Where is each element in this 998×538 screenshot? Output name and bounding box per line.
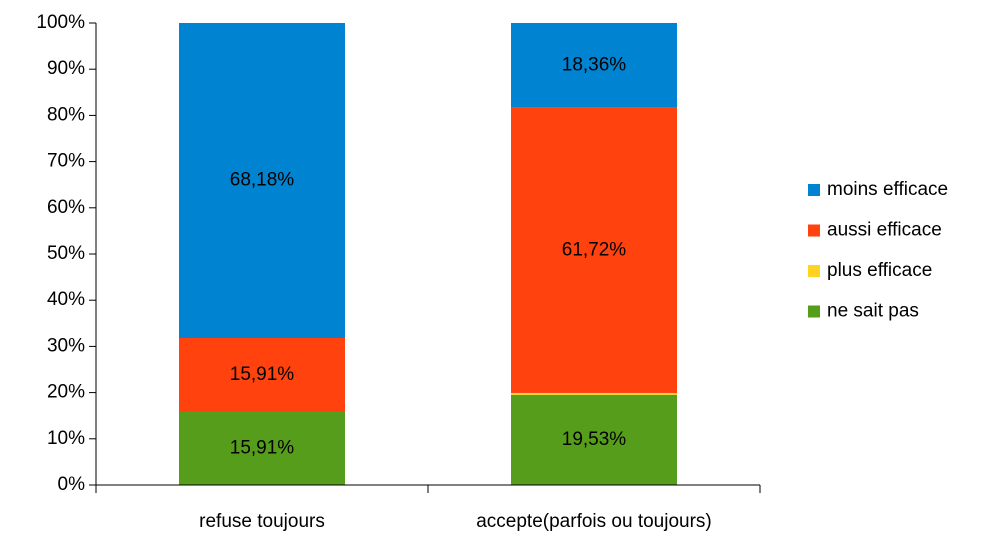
data-label: 19,53% <box>562 429 627 450</box>
bar-segment <box>179 411 345 485</box>
bar-segment <box>179 337 345 412</box>
y-tick-label: 40% <box>47 289 85 310</box>
legend-label: moins efficace <box>827 179 948 200</box>
y-tick-label: 50% <box>47 243 85 264</box>
y-tick-label: 80% <box>47 104 85 125</box>
legend-swatch <box>808 265 820 277</box>
legend-swatch <box>808 184 820 196</box>
x-tick-label: refuse toujours <box>199 511 325 532</box>
legend-label: plus efficace <box>827 260 932 281</box>
x-tick-label: accepte(parfois ou toujours) <box>476 511 712 532</box>
legend-label: ne sait pas <box>827 301 919 322</box>
bar-segment <box>179 23 345 338</box>
legend-swatch <box>808 305 820 318</box>
bar-segment <box>511 392 677 395</box>
y-tick-label: 30% <box>47 335 85 356</box>
data-label: 15,91% <box>230 437 295 458</box>
y-tick-label: 20% <box>47 382 85 403</box>
data-label: 18,36% <box>562 54 627 75</box>
y-tick-label: 60% <box>47 197 85 218</box>
bar-segment <box>511 107 677 393</box>
y-tick-label: 70% <box>47 151 85 172</box>
y-tick-label: 10% <box>47 428 85 449</box>
bar-segment <box>511 23 677 108</box>
data-label: 61,72% <box>562 239 627 260</box>
bar-segment <box>511 394 677 485</box>
y-tick-label: 100% <box>36 12 85 33</box>
y-tick-label: 90% <box>47 58 85 79</box>
legend-label: aussi efficace <box>827 220 942 241</box>
data-label: 15,91% <box>230 364 295 385</box>
data-label: 68,18% <box>230 170 295 191</box>
legend-swatch <box>808 224 820 237</box>
y-tick-label: 0% <box>58 474 86 495</box>
